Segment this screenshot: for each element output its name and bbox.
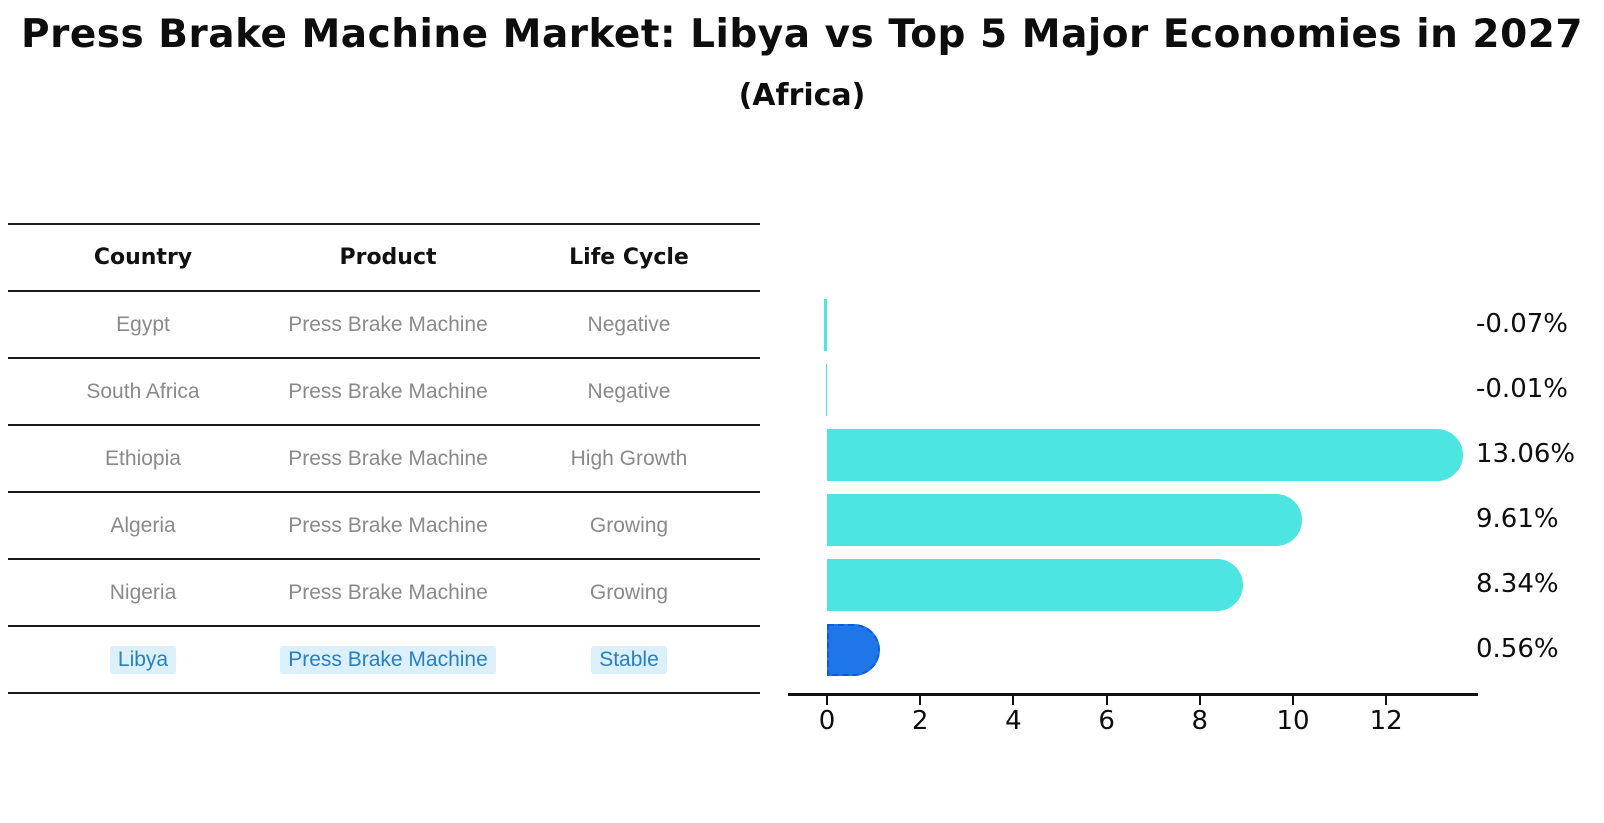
cell-life-cycle: Negative [498, 380, 760, 404]
cell-product: Press Brake Machine [278, 581, 498, 605]
cell-life-cycle-text: Growing [589, 580, 669, 604]
cell-country-text: South Africa [86, 379, 200, 403]
table-row: Nigeria Press Brake Machine Growing [8, 560, 760, 627]
column-header-country: Country [93, 245, 193, 270]
cell-country-text: Libya [109, 645, 177, 674]
value-label: -0.07% [1476, 309, 1568, 339]
bar-algeria [827, 494, 1302, 546]
value-label: 9.61% [1476, 504, 1559, 534]
cell-country-text: Ethiopia [105, 446, 181, 470]
table-row: South Africa Press Brake Machine Negative [8, 359, 760, 426]
cell-country: Egypt [8, 313, 278, 337]
x-tick-label: 4 [1005, 706, 1022, 736]
cell-product-text: Press Brake Machine [288, 513, 488, 537]
bar-nigeria [827, 559, 1243, 611]
cell-product-text: Press Brake Machine [288, 379, 488, 403]
cell-product: Press Brake Machine [278, 380, 498, 404]
table-header-row: Country Product Life Cycle [8, 225, 760, 292]
x-tick [1292, 695, 1294, 705]
x-tick [1105, 695, 1108, 705]
x-axis-line [788, 693, 1478, 696]
cell-product-text: Press Brake Machine [288, 446, 488, 470]
table-row: Algeria Press Brake Machine Growing [8, 493, 760, 560]
cell-country-text: Nigeria [109, 580, 177, 604]
cell-country: Algeria [8, 514, 278, 538]
column-header-product: Product [339, 245, 437, 270]
cell-life-cycle: Stable [498, 645, 760, 674]
x-tick [919, 695, 922, 705]
cell-life-cycle-text: Negative [587, 312, 671, 336]
cell-life-cycle-text: Negative [587, 379, 671, 403]
cell-life-cycle-text: Stable [591, 645, 667, 674]
bar-ethiopia [827, 429, 1463, 481]
x-tick-label: 0 [818, 706, 836, 736]
value-label: 0.56% [1476, 634, 1559, 664]
cell-life-cycle: Negative [498, 313, 760, 337]
x-tick-label: 8 [1191, 706, 1209, 736]
table-row: Egypt Press Brake Machine Negative [8, 292, 760, 359]
cell-country: Ethiopia [8, 447, 278, 471]
cell-country: South Africa [8, 380, 278, 404]
table-row: Ethiopia Press Brake Machine High Growth [8, 426, 760, 493]
cell-product-text: Press Brake Machine [288, 580, 488, 604]
x-tick-label: 10 [1276, 706, 1310, 736]
page-title: Press Brake Machine Market: Libya vs Top… [21, 12, 1583, 57]
bar-south-africa [826, 364, 827, 416]
cell-country-text: Algeria [110, 513, 176, 537]
cell-product: Press Brake Machine [278, 514, 498, 538]
x-tick-label: 6 [1098, 706, 1115, 736]
cell-product-text: Press Brake Machine [280, 645, 496, 674]
value-label: 8.34% [1476, 569, 1559, 599]
cell-life-cycle: Growing [498, 514, 760, 538]
cell-life-cycle: Growing [498, 581, 760, 605]
table-row: Libya Press Brake Machine Stable [8, 627, 760, 694]
x-tick [1385, 695, 1388, 705]
x-tick [826, 695, 828, 705]
value-label: -0.01% [1476, 374, 1568, 404]
x-tick [1012, 695, 1015, 705]
country-table: Country Product Life Cycle Egypt Press Br… [8, 223, 760, 694]
cell-country: Nigeria [8, 581, 278, 605]
cell-life-cycle-text: High Growth [570, 446, 688, 470]
cell-life-cycle: High Growth [498, 447, 760, 471]
cell-product: Press Brake Machine [278, 447, 498, 471]
cell-life-cycle-text: Growing [589, 513, 669, 537]
column-header-life-cycle: Life Cycle [569, 245, 689, 270]
cell-country-text: Egypt [116, 312, 170, 336]
value-label: 13.06% [1476, 439, 1576, 469]
bar-libya [827, 624, 881, 676]
table-body: Egypt Press Brake Machine Negative South Af… [8, 292, 760, 694]
cell-product-text: Press Brake Machine [288, 312, 488, 336]
x-tick-label: 2 [911, 706, 929, 736]
x-tick-label: 12 [1369, 706, 1403, 736]
page-subtitle: (Africa) [738, 78, 866, 113]
cell-product: Press Brake Machine [278, 313, 498, 337]
x-tick [1198, 695, 1201, 705]
cell-country: Libya [8, 645, 278, 674]
cell-product: Press Brake Machine [278, 645, 498, 674]
bar-egypt [823, 299, 827, 351]
